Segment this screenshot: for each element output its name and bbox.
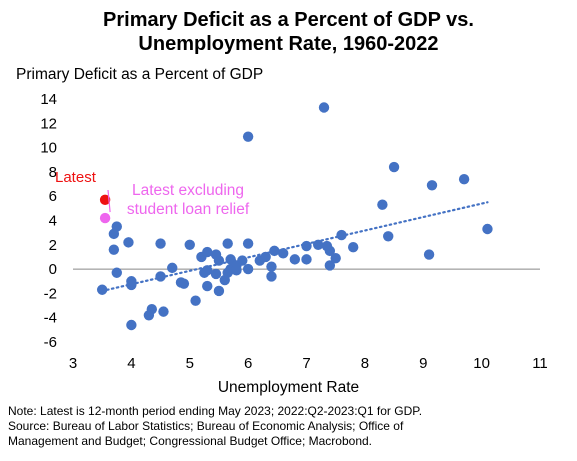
data-point bbox=[242, 238, 254, 249]
data-point bbox=[266, 261, 277, 272]
data-point bbox=[178, 278, 190, 289]
chart-title-line-2: Unemployment Rate, 1960-2022 bbox=[138, 33, 439, 55]
y-tick-label: 0 bbox=[49, 261, 57, 278]
data-point bbox=[222, 238, 233, 249]
scatter-plot: -6 -4 -2 0 2 4 6 8 10 12 14 3 4 5 6 7 8 9 10 11 Latest Latest… bbox=[40, 91, 548, 372]
data-point bbox=[242, 131, 254, 142]
y-tick-label: 10 bbox=[40, 140, 57, 157]
latest-point bbox=[99, 194, 111, 206]
data-point bbox=[301, 254, 312, 265]
data-point bbox=[266, 271, 277, 282]
note-line-2: Source: Bureau of Labor Statistics; Bure… bbox=[8, 419, 404, 433]
data-point bbox=[426, 180, 438, 191]
x-tick-label: 11 bbox=[532, 355, 548, 372]
y-tick-label: -6 bbox=[44, 334, 57, 351]
x-axis-label: Unemployment Rate bbox=[217, 379, 360, 396]
data-point bbox=[96, 284, 108, 295]
latest-excluding-label-line: Latest excluding bbox=[132, 182, 244, 199]
y-tick-label: -2 bbox=[44, 285, 57, 302]
x-tick-label: 3 bbox=[69, 355, 77, 372]
chart-note: Note: Latest is 12-month period ending M… bbox=[8, 404, 573, 449]
chart-title: Primary Deficit as a Percent of GDP vs. … bbox=[0, 8, 577, 56]
data-point bbox=[318, 102, 330, 113]
note-line-3: Management and Budget; Congressional Bud… bbox=[8, 434, 373, 448]
y-tick-label: 14 bbox=[40, 91, 57, 108]
latest-label: Latest bbox=[55, 169, 97, 186]
data-point bbox=[213, 285, 225, 297]
data-point bbox=[348, 242, 359, 253]
data-point bbox=[269, 245, 280, 257]
x-tick-label: 10 bbox=[473, 355, 490, 372]
data-point bbox=[126, 319, 137, 331]
x-tick-label: 9 bbox=[419, 355, 427, 372]
x-tick-label: 6 bbox=[244, 355, 252, 372]
data-point bbox=[202, 265, 213, 276]
latest-excluding-leader-line bbox=[107, 189, 111, 213]
data-point bbox=[123, 237, 134, 248]
data-point bbox=[202, 246, 213, 258]
data-point bbox=[155, 271, 166, 282]
x-tick-label: 8 bbox=[361, 355, 369, 372]
chart-title-line-1: Primary Deficit as a Percent of GDP vs. bbox=[103, 9, 474, 31]
data-point bbox=[167, 262, 178, 274]
data-point bbox=[277, 248, 289, 259]
data-point bbox=[458, 173, 470, 185]
data-point bbox=[190, 295, 201, 306]
data-point bbox=[111, 221, 122, 232]
data-point bbox=[324, 245, 336, 257]
data-point bbox=[202, 280, 213, 292]
data-point bbox=[108, 244, 120, 255]
data-point bbox=[111, 267, 122, 278]
y-tick-label: 12 bbox=[40, 115, 57, 132]
y-axis-label: Primary Deficit as a Percent of GDP bbox=[16, 66, 264, 83]
data-point bbox=[213, 255, 225, 266]
note-line-1: Note: Latest is 12-month period ending M… bbox=[8, 404, 423, 418]
data-point bbox=[146, 303, 158, 315]
x-tick-label: 5 bbox=[186, 355, 194, 372]
data-point bbox=[260, 251, 271, 263]
data-point bbox=[388, 161, 400, 173]
data-point bbox=[126, 279, 137, 291]
data-point bbox=[158, 306, 169, 317]
data-point bbox=[482, 223, 493, 235]
x-tick-label: 7 bbox=[302, 355, 310, 372]
data-point bbox=[312, 239, 324, 250]
data-point bbox=[336, 229, 347, 241]
data-point bbox=[242, 263, 254, 275]
data-point bbox=[377, 199, 388, 210]
data-point bbox=[301, 240, 312, 252]
y-tick-label: 8 bbox=[49, 164, 57, 181]
data-point bbox=[289, 254, 301, 265]
data-point bbox=[231, 265, 242, 276]
x-tick-label: 4 bbox=[127, 355, 135, 372]
data-point bbox=[210, 268, 222, 280]
data-point bbox=[383, 231, 394, 242]
y-tick-label: 2 bbox=[49, 237, 57, 254]
latest-excluding-label-line: student loan relief bbox=[127, 201, 250, 218]
y-tick-label: 4 bbox=[49, 213, 57, 230]
latest-excluding-point bbox=[99, 212, 111, 224]
data-point bbox=[237, 255, 248, 266]
data-point bbox=[155, 238, 166, 249]
y-tick-label: 6 bbox=[49, 188, 57, 205]
data-point bbox=[330, 252, 341, 264]
data-point bbox=[184, 239, 195, 250]
data-point bbox=[423, 249, 435, 260]
data-point bbox=[324, 260, 336, 271]
y-tick-label: -4 bbox=[44, 310, 57, 327]
trend-line bbox=[101, 201, 489, 293]
